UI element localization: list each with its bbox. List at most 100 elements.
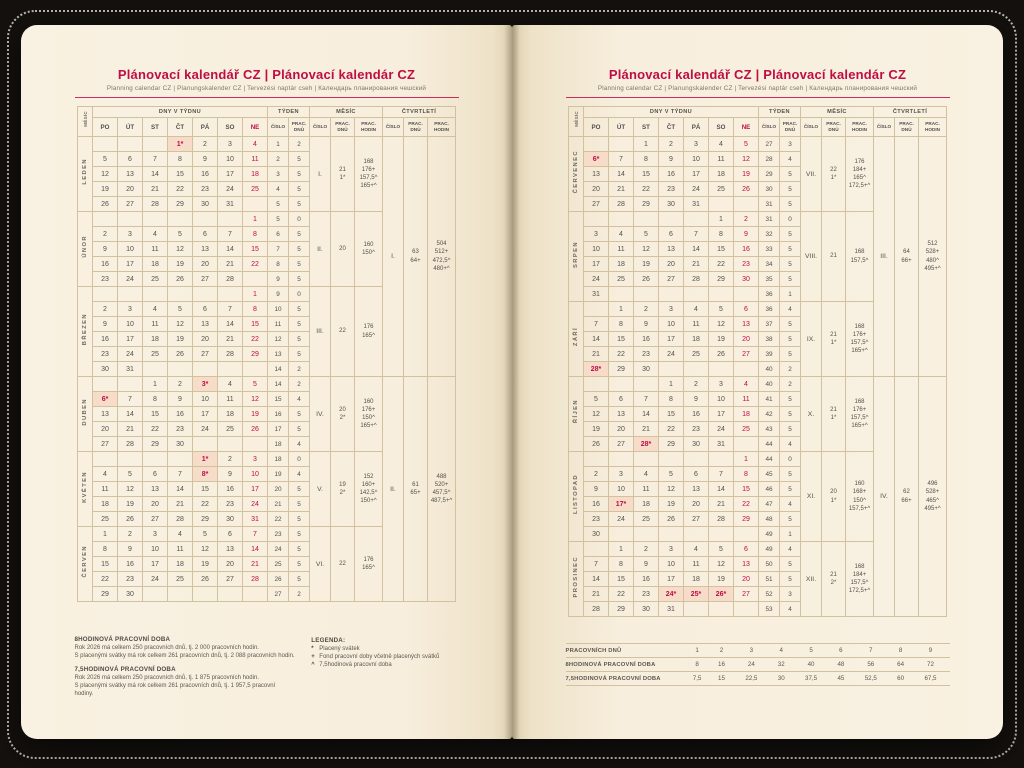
week-number-cell: 42: [758, 406, 780, 422]
day-cell: 21: [242, 556, 268, 572]
day-cell: [683, 286, 709, 302]
week-number-cell: 50: [758, 556, 780, 572]
quarter-number-cell: II.: [382, 376, 404, 602]
day-cell: 14: [608, 166, 634, 182]
working-hours-notes: 8HODINOVÁ PRACOVNÍ DOBA Rok 2026 má celk…: [75, 636, 296, 698]
month-hours-cell: 168 176+ 157,5^ 165+^: [354, 136, 383, 212]
day-cell: 25: [167, 571, 193, 587]
day-cell: 8: [633, 151, 659, 167]
day-cell: [733, 601, 759, 617]
day-cell: 19: [733, 166, 759, 182]
week-workdays-cell: 5: [288, 196, 310, 212]
month-hours-cell: 152 160+ 142,5^ 150+^: [354, 451, 383, 527]
day-cell: 29: [142, 436, 168, 452]
day-cell: 3: [117, 301, 143, 317]
day-cell: [242, 436, 268, 452]
day-cell: [167, 586, 193, 602]
day-cell: 6: [192, 301, 218, 317]
week-number-cell: 36: [758, 286, 780, 302]
header-subcolumn: ČÍSLO: [382, 117, 404, 137]
day-cell: 2: [633, 541, 659, 557]
month-number-cell: IV.: [309, 376, 331, 452]
day-cell: 4: [608, 226, 634, 242]
day-cell: [583, 136, 609, 152]
week-workdays-cell: 5: [288, 226, 310, 242]
day-cell: [658, 361, 684, 377]
day-cell: 17: [658, 571, 684, 587]
day-cell: 20: [733, 331, 759, 347]
header-week-group: TÝDEN: [267, 106, 310, 118]
week-number-cell: 34: [758, 256, 780, 272]
holiday-day-cell: 28*: [633, 436, 659, 452]
day-cell: 26: [167, 271, 193, 287]
week-workdays-cell: 2: [779, 376, 801, 392]
week-number-cell: 44: [758, 436, 780, 452]
day-cell: 20: [192, 331, 218, 347]
day-cell: 28: [167, 511, 193, 527]
week-number-cell: 6: [267, 226, 289, 242]
week-number-cell: 5: [267, 211, 289, 227]
month-number-cell: VII.: [800, 136, 822, 212]
day-cell: [583, 541, 609, 557]
day-cell: 30: [633, 361, 659, 377]
day-cell: [608, 286, 634, 302]
month-name: DUBEN: [77, 376, 93, 452]
day-cell: 29: [708, 271, 734, 287]
day-cell: 13: [217, 541, 243, 557]
week-number-cell: 27: [758, 136, 780, 152]
header-day-3: ST: [633, 117, 659, 137]
day-cell: [633, 376, 659, 392]
day-cell: [658, 451, 684, 467]
day-cell: 16: [92, 256, 118, 272]
day-cell: [242, 361, 268, 377]
month-workdays-cell: 19 2*: [330, 451, 355, 527]
header-day-5: PÁ: [683, 117, 709, 137]
day-cell: 12: [583, 406, 609, 422]
day-cell: 20: [683, 496, 709, 512]
day-cell: [192, 586, 218, 602]
day-cell: [708, 361, 734, 377]
day-cell: 5: [167, 301, 193, 317]
note-title: 8HODINOVÁ PRACOVNÍ DOBA: [74, 636, 171, 643]
day-cell: 7: [583, 316, 609, 332]
footer-hours-value: 7: [851, 643, 890, 658]
day-cell: 12: [167, 241, 193, 257]
day-cell: 7: [683, 226, 709, 242]
week-workdays-cell: 4: [288, 466, 310, 482]
day-cell: 7: [117, 391, 143, 407]
week-number-cell: 14: [267, 376, 289, 392]
day-cell: 9: [633, 556, 659, 572]
day-cell: 2: [633, 301, 659, 317]
day-cell: [708, 526, 734, 542]
header-subcolumn: PRAC. DNŮ: [779, 117, 801, 137]
day-cell: 27: [142, 511, 168, 527]
day-cell: 23: [167, 421, 193, 437]
day-cell: [117, 286, 143, 302]
day-cell: 13: [142, 481, 168, 497]
page-right: Plánovací kalendář CZ | Plánovací kalend…: [512, 25, 1003, 739]
day-cell: 21: [217, 256, 243, 272]
week-workdays-cell: 4: [779, 601, 801, 617]
week-number-cell: 29: [758, 166, 780, 182]
week-workdays-cell: 5: [288, 316, 310, 332]
note-line: S placenými svátky má rok celkem 261 pra…: [74, 653, 295, 659]
day-cell: [92, 376, 118, 392]
day-cell: [192, 361, 218, 377]
day-cell: 27: [192, 271, 218, 287]
day-cell: 14: [217, 241, 243, 257]
day-cell: 22: [92, 571, 118, 587]
day-cell: 18: [142, 331, 168, 347]
day-cell: 15: [167, 166, 193, 182]
day-cell: 21: [167, 496, 193, 512]
day-cell: [192, 436, 218, 452]
day-cell: 27: [192, 346, 218, 362]
day-cell: [92, 211, 118, 227]
note-line: S placenými svátky má rok celkem 261 pra…: [74, 683, 276, 697]
week-number-cell: 2: [267, 151, 289, 167]
day-cell: 5: [92, 151, 118, 167]
day-cell: 17: [658, 331, 684, 347]
quarter-workdays-cell: 61 65+: [403, 376, 428, 602]
week-number-cell: 9: [267, 271, 289, 287]
footer-hours-value: 45: [830, 671, 852, 686]
day-cell: 14: [633, 406, 659, 422]
